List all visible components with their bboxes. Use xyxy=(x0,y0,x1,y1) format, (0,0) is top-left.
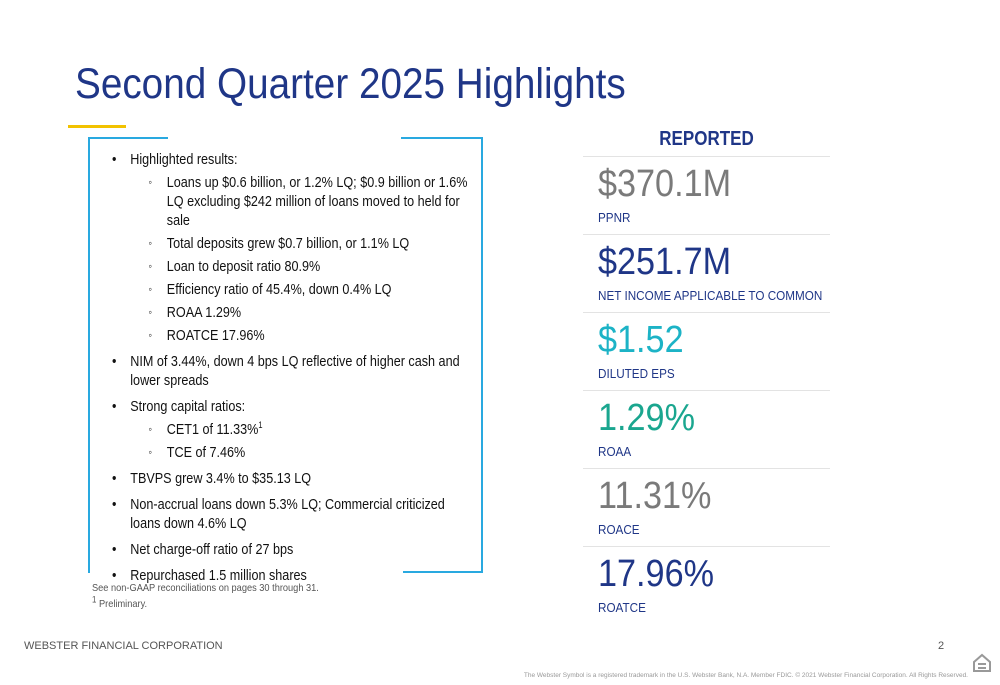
sub-bullet: CET1 of 11.33%1 xyxy=(130,420,477,439)
sub-bullet: ROAA 1.29% xyxy=(130,303,477,322)
footnote-text: See non-GAAP reconciliations on pages 30… xyxy=(92,582,319,594)
metric-label: ROATCE xyxy=(598,600,646,615)
sub-bullet: Loans up $0.6 billion, or 1.2% LQ; $0.9 … xyxy=(130,173,477,230)
bracket xyxy=(88,137,168,139)
sub-bullet-text: Loans up $0.6 billion, or 1.2% LQ; $0.9 … xyxy=(166,174,468,229)
footnote: See non-GAAP reconciliations on pages 30… xyxy=(92,580,319,596)
bullet-text: Strong capital ratios: xyxy=(130,398,246,415)
bullet: Net charge-off ratio of 27 bps xyxy=(112,540,477,559)
sub-bullet-text: ROATCE 17.96% xyxy=(166,327,265,344)
accent-line xyxy=(68,125,126,128)
reported: REPORTED $370.1M PPNR $251.7M NET INCOME AP… xyxy=(583,128,830,624)
metric-value: 11.31% xyxy=(598,475,712,517)
page-number: 2 xyxy=(938,640,945,652)
sub-bullet: ROATCE 17.96% xyxy=(130,326,477,345)
superscript: 1 xyxy=(258,419,263,430)
bullet: Highlighted results: Loans up $0.6 billio… xyxy=(112,150,477,345)
metric: 11.31% ROACE xyxy=(583,468,830,546)
metric-value: 1.29% xyxy=(598,397,695,439)
superscript: 1 xyxy=(92,594,97,605)
sub-bullet: Total deposits grew $0.7 billion, or 1.1… xyxy=(130,234,477,253)
bullet: NIM of 3.44%, down 4 bps LQ reflective o… xyxy=(112,352,477,390)
bullet-text: Non-accrual loans down 5.3% LQ; Commerci… xyxy=(130,496,445,532)
bullet: TBVPS grew 3.4% to $35.13 LQ xyxy=(112,469,477,488)
metric: 1.29% ROAA xyxy=(583,390,830,468)
footnote: 1 Preliminary. xyxy=(92,594,319,612)
sub-bullet-text: Total deposits grew $0.7 billion, or 1.1… xyxy=(166,235,410,252)
slide-title: Second Quarter 2025 Highlights xyxy=(75,60,626,108)
sub-bullet-text: Efficiency ratio of 45.4%, down 0.4% LQ xyxy=(166,281,392,298)
bullet-text: Highlighted results: xyxy=(130,151,238,168)
trademark: The Webster Symbol is a registered trade… xyxy=(523,672,968,679)
sub-bullet-text: ROAA 1.29% xyxy=(166,304,242,321)
bracket xyxy=(481,137,483,573)
highlights: Highlighted results: Loans up $0.6 billio… xyxy=(112,150,477,592)
reported-heading: REPORTED xyxy=(659,128,754,150)
metric: $370.1M PPNR xyxy=(583,156,830,234)
metric-value: $1.52 xyxy=(598,319,684,361)
sub-bullet-text: TCE of 7.46% xyxy=(166,444,246,461)
metric-label: ROAA xyxy=(598,444,632,459)
housing-icon xyxy=(973,653,991,672)
metrics: $370.1M PPNR $251.7M NET INCOME APPLICABLE … xyxy=(583,156,830,624)
bullet-text: Repurchased 1.5 million shares xyxy=(130,567,307,584)
bracket xyxy=(88,137,90,573)
sub-bullet: TCE of 7.46% xyxy=(130,443,477,462)
footnotes: See non-GAAP reconciliations on pages 30… xyxy=(92,580,319,612)
metric-label: ROACE xyxy=(598,522,640,537)
company: WEBSTER FINANCIAL CORPORATION xyxy=(24,640,223,652)
bullet: Strong capital ratios: CET1 of 11.33%1 TCE… xyxy=(112,397,477,462)
metric-value: $370.1M xyxy=(598,163,732,205)
sub-bullet: Loan to deposit ratio 80.9% xyxy=(130,257,477,276)
metric: $251.7M NET INCOME APPLICABLE TO COMMON xyxy=(583,234,830,312)
bullet: Repurchased 1.5 million shares xyxy=(112,566,477,585)
footnote-text: Preliminary. xyxy=(98,598,148,610)
sub-bullet: Efficiency ratio of 45.4%, down 0.4% LQ xyxy=(130,280,477,299)
metric-label: DILUTED EPS xyxy=(598,366,675,381)
bracket xyxy=(401,137,483,139)
bullet: Non-accrual loans down 5.3% LQ; Commerci… xyxy=(112,495,477,533)
sub-bullet-text: Loan to deposit ratio 80.9% xyxy=(166,258,321,275)
metric-value: $251.7M xyxy=(598,241,732,283)
bullet-text: TBVPS grew 3.4% to $35.13 LQ xyxy=(130,470,312,487)
bullet-text: Net charge-off ratio of 27 bps xyxy=(130,541,294,558)
metric-label: PPNR xyxy=(598,210,631,225)
metric-label: NET INCOME APPLICABLE TO COMMON xyxy=(598,288,823,303)
metric: $1.52 DILUTED EPS xyxy=(583,312,830,390)
bullet-text: NIM of 3.44%, down 4 bps LQ reflective o… xyxy=(130,353,460,389)
metric-value: 17.96% xyxy=(598,553,715,595)
sub-bullet-text: CET1 of 11.33% xyxy=(166,421,259,438)
metric: 17.96% ROATCE xyxy=(583,546,830,624)
